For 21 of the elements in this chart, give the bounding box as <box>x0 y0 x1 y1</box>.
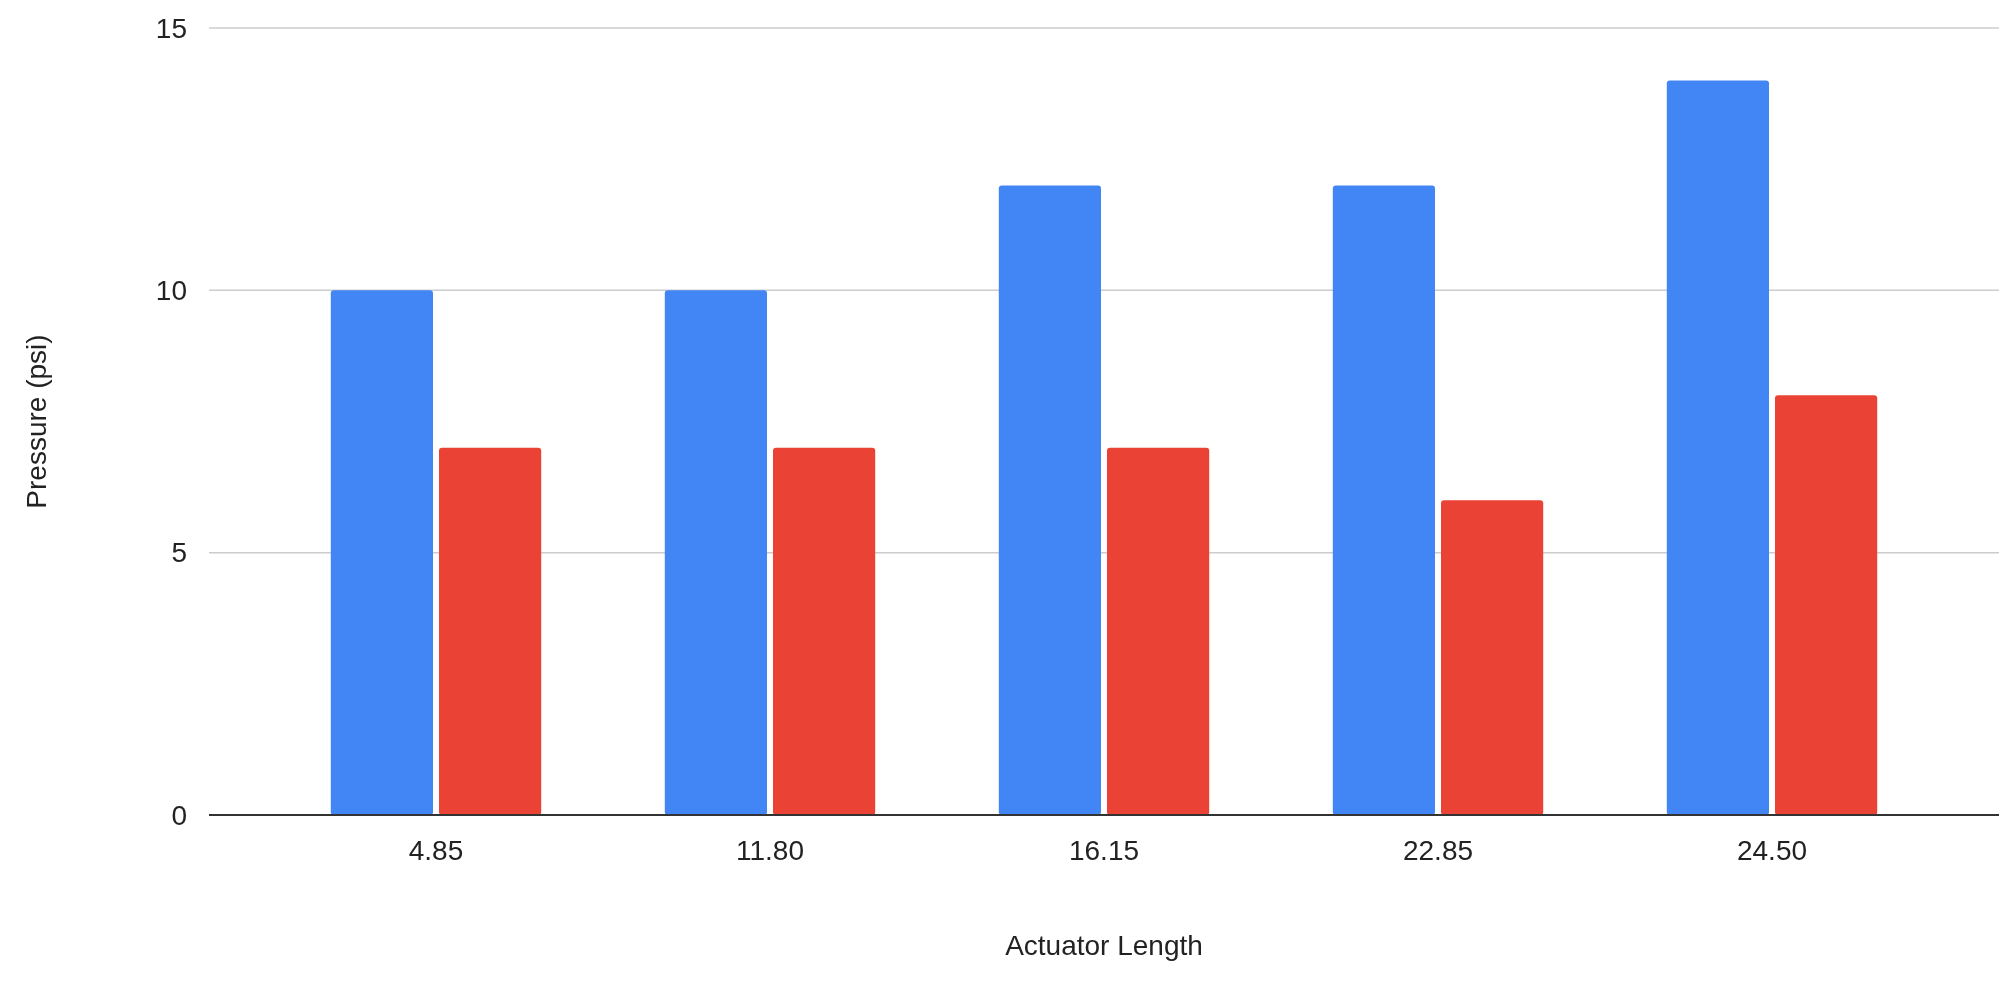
x-tick-label: 11.80 <box>736 835 804 866</box>
x-tick-label: 16.15 <box>1068 835 1140 866</box>
y-tick-label: 15 <box>155 12 187 44</box>
bar <box>1666 80 1769 815</box>
x-tick-label: 22.85 <box>1402 835 1474 866</box>
x-axis-title: Actuator Length <box>1005 930 1203 961</box>
bar <box>439 447 542 815</box>
bar <box>1107 447 1210 815</box>
x-tick-label: 4.85 <box>408 835 464 866</box>
y-tick-label: 10 <box>155 275 187 307</box>
bar <box>998 185 1101 815</box>
y-tick-label: 5 <box>171 537 187 569</box>
bar <box>1775 395 1878 815</box>
bar <box>664 290 767 815</box>
y-axis-title: Pressure (psi) <box>21 334 52 509</box>
bar <box>1441 500 1544 815</box>
y-tick-label: 0 <box>171 799 187 831</box>
bar <box>773 447 876 815</box>
bar <box>330 290 433 815</box>
x-tick-label: 24.50 <box>1736 835 1808 866</box>
bar <box>1332 185 1435 815</box>
